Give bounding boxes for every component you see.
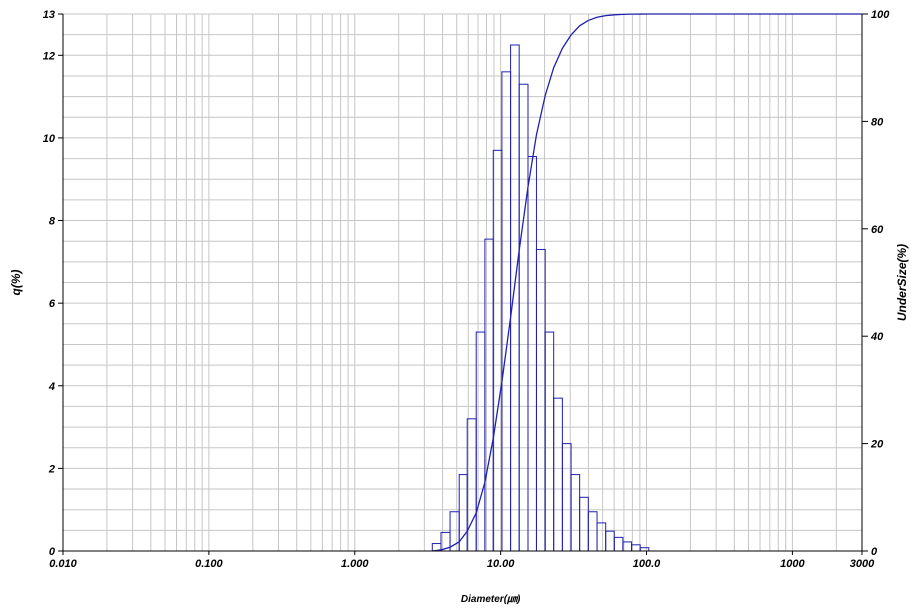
x-tick-label: 0.010: [49, 558, 77, 570]
x-tick-label: 1000: [780, 558, 805, 570]
y-tick-label: 6: [49, 298, 56, 310]
y2-axis-title: UnderSize(%): [895, 244, 909, 321]
cumulative-undersize-line: [432, 13, 862, 552]
y-tick-label: 8: [49, 216, 56, 228]
axes: [62, 14, 863, 552]
tick-labels: 0.010 0.100 1.000 10.00 100.0 1000 30000246810…: [43, 9, 890, 570]
y2-tick-label: 0: [871, 546, 878, 558]
y2-tick-label: 60: [871, 224, 884, 236]
x-tick-label: 100.0: [633, 558, 661, 570]
grid: [62, 13, 863, 552]
x-axis-title: Diameter(㎛): [461, 594, 521, 605]
y2-tick-label: 40: [870, 331, 884, 343]
y-tick-label: 10: [43, 133, 56, 145]
x-tick-label: 1.000: [341, 558, 369, 570]
y2-tick-label: 100: [871, 9, 890, 21]
y2-tick-label: 20: [870, 439, 884, 451]
x-tick-label: 0.100: [195, 558, 223, 570]
y-tick-label: 0: [49, 546, 56, 558]
x-tick-label: 10.00: [487, 558, 515, 570]
y2-tick-label: 80: [871, 116, 884, 128]
y-axis-title: q(%): [9, 270, 23, 296]
y-tick-label: 4: [48, 381, 55, 393]
y-tick-label: 13: [43, 9, 55, 21]
y-tick-label: 12: [43, 50, 55, 62]
y-tick-label: 2: [48, 463, 55, 475]
x-tick-label: 3000: [850, 558, 875, 570]
